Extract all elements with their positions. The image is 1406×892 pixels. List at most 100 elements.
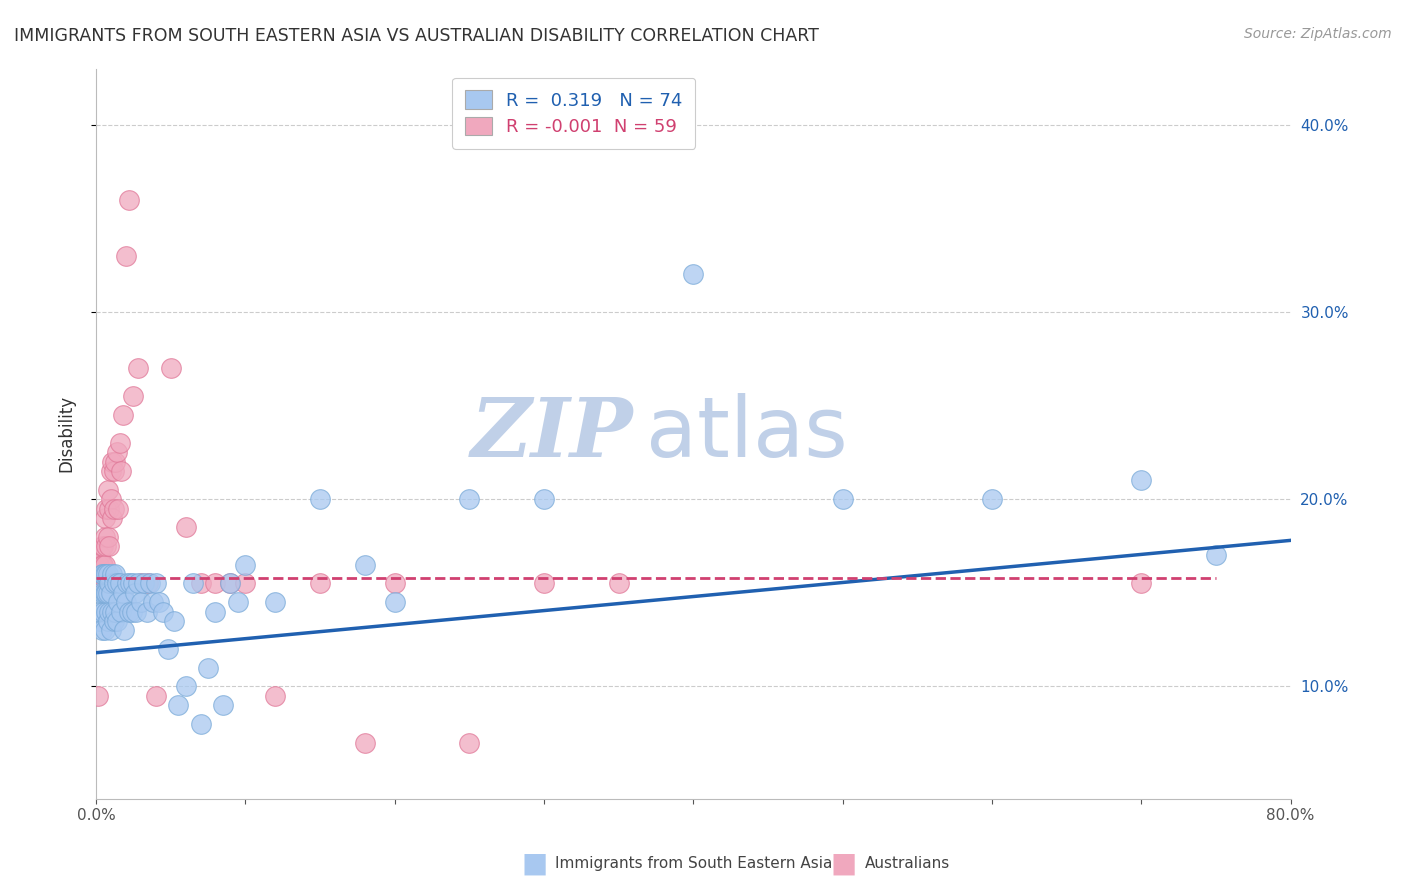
Point: [309, 492, 332, 507]
Point: [87, 576, 110, 591]
Point: [112, 624, 135, 638]
Point: [181, 576, 204, 591]
Point: [115, 249, 138, 263]
Point: [264, 595, 287, 609]
Point: [96, 567, 118, 582]
Point: [108, 436, 131, 450]
Point: [384, 595, 406, 609]
Point: [97, 586, 120, 600]
Point: [89, 605, 111, 619]
Point: [101, 605, 124, 619]
Point: [96, 576, 118, 591]
Text: IMMIGRANTS FROM SOUTH EASTERN ASIA VS AUSTRALIAN DISABILITY CORRELATION CHART: IMMIGRANTS FROM SOUTH EASTERN ASIA VS AU…: [14, 27, 818, 45]
Point: [117, 576, 139, 591]
Point: [115, 595, 138, 609]
Point: [122, 389, 145, 403]
Text: Source: ZipAtlas.com: Source: ZipAtlas.com: [1244, 27, 1392, 41]
Text: ■: ■: [831, 849, 856, 878]
Point: [103, 501, 125, 516]
Point: [96, 501, 118, 516]
Point: [1130, 576, 1153, 591]
Point: [110, 464, 132, 478]
Point: [86, 576, 108, 591]
Text: ■: ■: [522, 849, 547, 878]
Text: ZIP: ZIP: [471, 393, 634, 474]
Point: [87, 576, 110, 591]
Point: [93, 558, 115, 572]
Point: [96, 586, 118, 600]
Point: [101, 511, 124, 525]
Point: [145, 689, 167, 703]
Point: [174, 680, 197, 694]
Point: [98, 539, 121, 553]
Point: [93, 605, 115, 619]
Point: [167, 698, 190, 713]
Point: [458, 492, 481, 507]
Point: [127, 361, 149, 376]
Point: [122, 576, 145, 591]
Point: [156, 642, 179, 657]
Point: [981, 492, 1004, 507]
Point: [107, 501, 129, 516]
Point: [197, 661, 219, 675]
Point: [97, 567, 120, 582]
Point: [190, 576, 212, 591]
Point: [219, 576, 242, 591]
Point: [93, 586, 115, 600]
Point: [120, 576, 142, 591]
Point: [91, 567, 114, 582]
Point: [682, 268, 704, 282]
Point: [91, 539, 114, 553]
Point: [533, 492, 555, 507]
Point: [103, 464, 125, 478]
Point: [148, 595, 170, 609]
Y-axis label: Disability: Disability: [58, 395, 75, 472]
Point: [93, 576, 115, 591]
Point: [96, 539, 118, 553]
Point: [87, 576, 110, 591]
Point: [1205, 549, 1227, 563]
Point: [86, 689, 108, 703]
Point: [533, 576, 555, 591]
Point: [219, 576, 242, 591]
Point: [100, 624, 122, 638]
Point: [110, 605, 132, 619]
Point: [111, 408, 134, 422]
Point: [124, 586, 146, 600]
Point: [97, 530, 120, 544]
Point: [136, 576, 159, 591]
Point: [104, 455, 127, 469]
Point: [94, 586, 117, 600]
Point: [103, 614, 125, 628]
Point: [89, 567, 111, 582]
Point: [118, 605, 141, 619]
Point: [111, 586, 134, 600]
Point: [93, 539, 115, 553]
Point: [91, 576, 114, 591]
Point: [100, 464, 122, 478]
Point: [98, 576, 121, 591]
Point: [89, 576, 111, 591]
Point: [91, 624, 114, 638]
Point: [89, 586, 111, 600]
Point: [125, 605, 148, 619]
Point: [142, 595, 165, 609]
Point: [163, 614, 186, 628]
Point: [309, 576, 332, 591]
Point: [226, 595, 249, 609]
Point: [190, 717, 212, 731]
Point: [174, 520, 197, 534]
Point: [607, 576, 630, 591]
Point: [87, 558, 110, 572]
Point: [100, 586, 122, 600]
Point: [121, 605, 143, 619]
Point: [135, 605, 157, 619]
Point: [87, 614, 110, 628]
Point: [118, 193, 141, 207]
Point: [159, 361, 181, 376]
Point: [94, 558, 117, 572]
Point: [98, 501, 121, 516]
Point: [353, 558, 375, 572]
Legend: R =  0.319   N = 74, R = -0.001  N = 59: R = 0.319 N = 74, R = -0.001 N = 59: [453, 78, 696, 149]
Point: [101, 567, 124, 582]
